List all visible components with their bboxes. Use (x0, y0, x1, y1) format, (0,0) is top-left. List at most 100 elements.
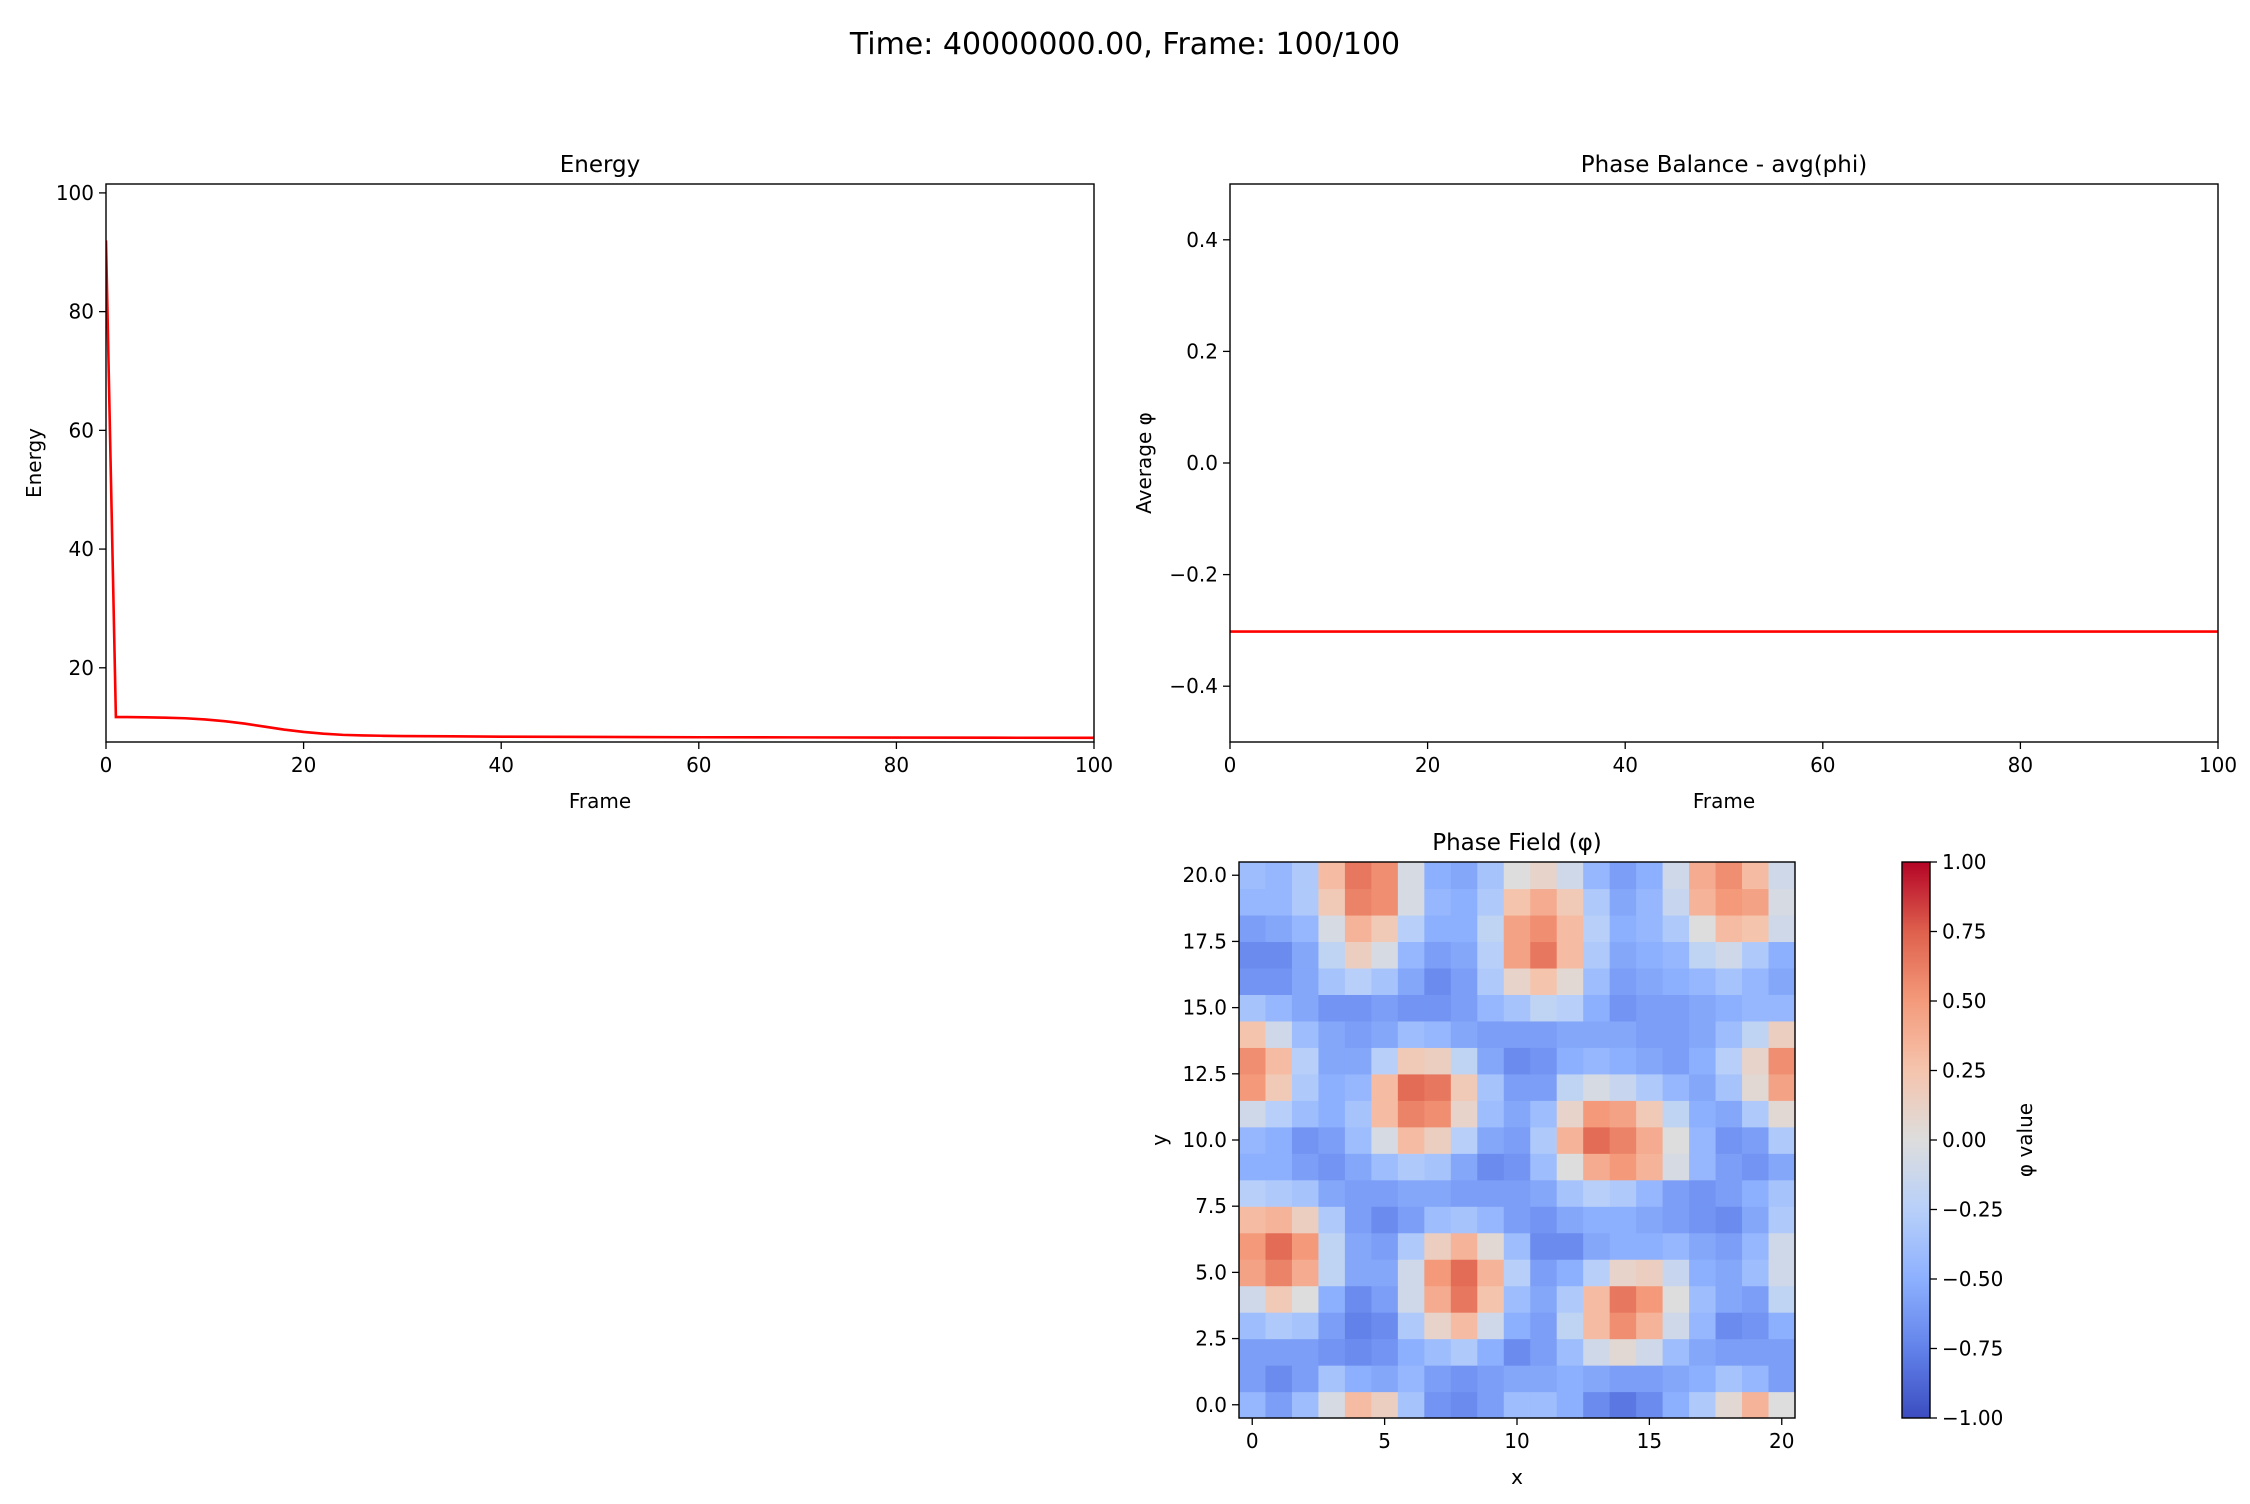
heatmap-cell (1239, 1391, 1267, 1419)
heatmap-cell (1742, 1206, 1770, 1234)
heatmap-cell (1450, 1047, 1478, 1075)
heatmap-cell (1397, 862, 1425, 890)
heatmap-cell (1450, 1259, 1478, 1287)
heatmap-cell (1318, 1312, 1346, 1340)
heatmap-cell (1397, 888, 1425, 916)
heatmap-cell (1689, 1206, 1717, 1234)
y-tick-label: 0.2 (1186, 339, 1218, 363)
heatmap-cell (1265, 862, 1293, 890)
heatmap-cell (1530, 1365, 1558, 1393)
heatmap-cell (1291, 1206, 1320, 1234)
heatmap-cell (1742, 1047, 1770, 1075)
heatmap-cell (1477, 888, 1505, 916)
y-tick-label: 10.0 (1182, 1128, 1227, 1152)
heatmap-cell (1556, 1365, 1584, 1393)
x-tick-label: 10 (1504, 1429, 1529, 1453)
heatmap-cell (1477, 1126, 1505, 1154)
heatmap-cell (1503, 1285, 1531, 1313)
heatmap-cell (1318, 1365, 1346, 1393)
y-tick-label: 17.5 (1182, 929, 1227, 953)
heatmap-cell (1715, 1365, 1743, 1393)
heatmap-cell (1397, 1206, 1425, 1234)
heatmap-cell (1689, 1126, 1717, 1154)
heatmap-cell (1715, 1391, 1743, 1419)
heatmap-cell (1265, 1232, 1293, 1260)
phase-balance-plot: 0 20 40 60 80 100 −0.4 −0.2 0.0 0.2 0.4 Phase Balan… (1132, 152, 2237, 813)
heatmap-cell (1742, 1285, 1770, 1313)
heatmap-cell (1715, 1259, 1743, 1287)
heatmap-cell (1503, 1100, 1531, 1128)
heatmap-cell (1583, 967, 1611, 995)
heatmap-cell (1662, 1259, 1690, 1287)
heatmap-cell (1636, 967, 1664, 995)
heatmap-cell (1636, 994, 1664, 1022)
heatmap-cell (1477, 1153, 1505, 1181)
heatmap-cell (1768, 1179, 1796, 1207)
heatmap-cell (1344, 994, 1372, 1022)
y-tick-label: 100 (56, 181, 94, 205)
x-tick-label: 80 (2008, 753, 2033, 777)
colorbar-tick-label: −0.25 (1942, 1198, 2003, 1222)
heatmap-cell (1742, 1365, 1770, 1393)
heatmap-cell (1742, 1338, 1770, 1366)
heatmap-cell (1318, 1338, 1346, 1366)
heatmap-cell (1689, 967, 1717, 995)
heatmap-cell (1609, 1338, 1637, 1366)
heatmap-cell (1768, 1153, 1796, 1181)
heatmap-cell (1477, 1047, 1505, 1075)
heatmap-cell (1530, 1047, 1558, 1075)
heatmap-cell (1530, 914, 1558, 943)
x-tick-label: 80 (884, 753, 909, 777)
heatmap-cell (1397, 1073, 1425, 1101)
heatmap-cell (1424, 1391, 1452, 1419)
heatmap-cell (1291, 1232, 1320, 1260)
heatmap-cell (1662, 1047, 1690, 1075)
phase-field-colorbar: −1.00 −0.75 −0.50 −0.25 0.00 0.25 0.50 0.75 1.00… (1901, 850, 2037, 1430)
heatmap-cell (1768, 1073, 1796, 1101)
colorbar-tick-label: 0.25 (1942, 1059, 1987, 1083)
axes-title: Phase Field (φ) (1432, 830, 1602, 856)
y-tick-label: 80 (69, 300, 94, 324)
axes-title: Energy (560, 152, 641, 178)
heatmap-cell (1768, 862, 1796, 890)
heatmap-cell (1530, 1206, 1558, 1234)
heatmap-cell (1291, 1126, 1320, 1154)
heatmap-cell (1715, 1020, 1743, 1048)
heatmap-cell (1239, 1100, 1267, 1128)
x-tick-label: 5 (1378, 1429, 1391, 1453)
heatmap-cell (1742, 967, 1770, 995)
heatmap-cell (1265, 1338, 1293, 1366)
heatmap-cell (1662, 1206, 1690, 1234)
heatmap-cell (1583, 1020, 1611, 1048)
heatmap-cell (1662, 862, 1690, 890)
heatmap-cell (1265, 941, 1293, 969)
heatmap-cell (1609, 1179, 1637, 1207)
heatmap-cell (1715, 1073, 1743, 1101)
heatmap-cell (1768, 1338, 1796, 1366)
heatmap-cell (1609, 967, 1637, 995)
heatmap-cell (1239, 1232, 1267, 1260)
heatmap-cell (1768, 914, 1796, 943)
heatmap-cell (1609, 1100, 1637, 1128)
figure-suptitle: Time: 40000000.00, Frame: 100/100 (849, 27, 1400, 62)
heatmap-cell (1291, 1312, 1320, 1340)
heatmap-cell (1530, 1285, 1558, 1313)
heatmap-cell (1291, 888, 1320, 916)
heatmap-cell (1689, 862, 1717, 890)
heatmap-cell (1371, 1020, 1399, 1048)
heatmap-cell (1239, 1365, 1267, 1393)
colorbar-tick-label: 1.00 (1942, 850, 1987, 874)
heatmap-cell (1477, 967, 1505, 995)
heatmap-cell (1503, 1338, 1531, 1366)
heatmap-cell (1530, 1100, 1558, 1128)
heatmap-cell (1636, 1126, 1664, 1154)
heatmap-cell (1503, 994, 1531, 1022)
heatmap-cell (1530, 888, 1558, 916)
heatmap-cell (1265, 1285, 1293, 1313)
colorbar-tick-label: −0.75 (1942, 1337, 2003, 1361)
heatmap-cell (1239, 1259, 1267, 1287)
heatmap-cell (1424, 1020, 1452, 1048)
heatmap-cell (1768, 1100, 1796, 1128)
heatmap-cell (1503, 1391, 1531, 1419)
heatmap-cell (1239, 1126, 1267, 1154)
